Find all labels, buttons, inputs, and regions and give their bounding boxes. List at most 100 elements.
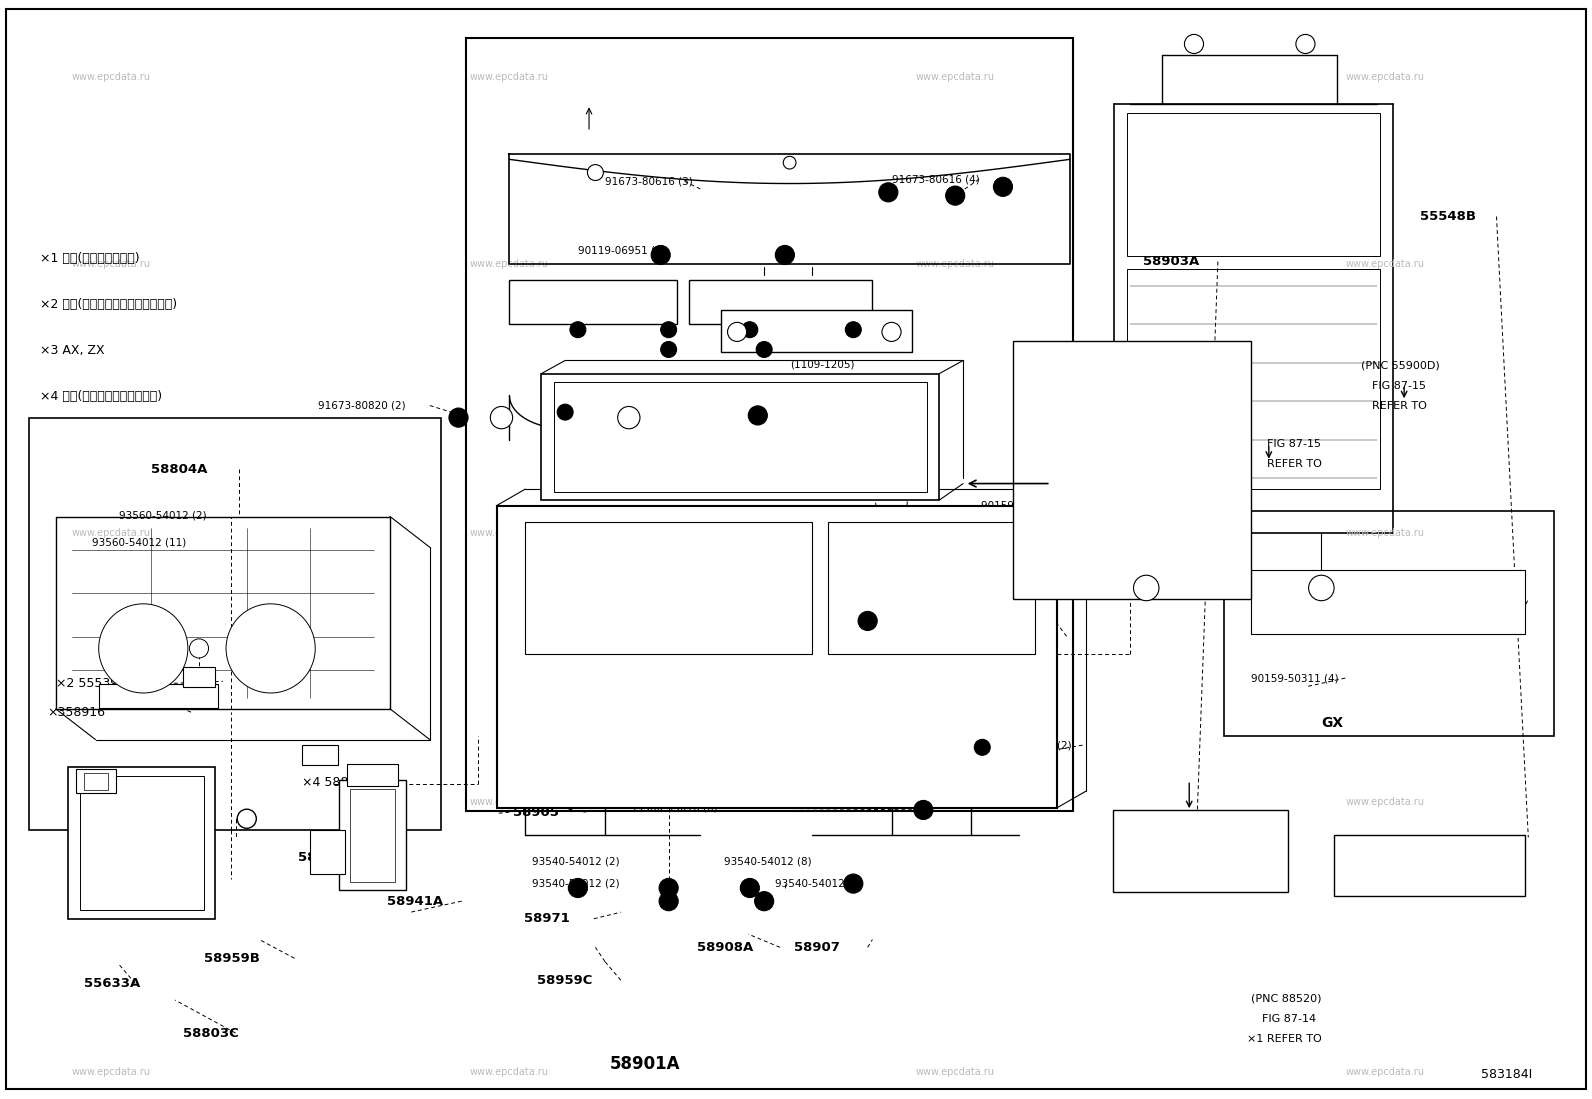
Text: www.epcdata.ru: www.epcdata.ru bbox=[72, 797, 151, 808]
Text: www.epcdata.ru: www.epcdata.ru bbox=[1345, 797, 1425, 808]
Bar bbox=[76, 769, 116, 793]
Text: REFER TO: REFER TO bbox=[1372, 400, 1426, 411]
Bar bbox=[1113, 810, 1288, 892]
Circle shape bbox=[618, 407, 640, 429]
Circle shape bbox=[1134, 575, 1159, 601]
Circle shape bbox=[858, 611, 877, 631]
Text: 58993: 58993 bbox=[989, 630, 1035, 643]
Text: 58993: 58993 bbox=[798, 334, 844, 347]
Text: 58971: 58971 bbox=[524, 912, 570, 925]
Bar bbox=[1224, 511, 1554, 736]
Circle shape bbox=[1309, 575, 1334, 601]
Text: 91673-80616 (4): 91673-80616 (4) bbox=[892, 174, 979, 185]
Text: 90159-50311 (2): 90159-50311 (2) bbox=[984, 740, 1071, 751]
Circle shape bbox=[226, 603, 315, 693]
Circle shape bbox=[661, 342, 677, 357]
Text: 58995A: 58995A bbox=[578, 408, 634, 421]
Text: ×358825A: ×358825A bbox=[818, 702, 895, 715]
Text: FIG 87-15: FIG 87-15 bbox=[987, 530, 1041, 541]
Circle shape bbox=[189, 639, 209, 658]
Text: ×358916: ×358916 bbox=[48, 706, 105, 719]
Circle shape bbox=[449, 408, 468, 428]
Text: 583184I: 583184I bbox=[1481, 1068, 1532, 1081]
Text: 93540-54012 (2): 93540-54012 (2) bbox=[532, 856, 619, 867]
Bar bbox=[1127, 269, 1380, 489]
Text: 58805C: 58805C bbox=[298, 851, 353, 864]
Circle shape bbox=[974, 740, 990, 755]
Text: www.epcdata.ru: www.epcdata.ru bbox=[72, 258, 151, 269]
Circle shape bbox=[755, 891, 774, 911]
Bar bbox=[1251, 570, 1525, 634]
Circle shape bbox=[651, 245, 670, 265]
Circle shape bbox=[879, 182, 898, 202]
Text: 55549C: 55549C bbox=[1372, 610, 1428, 623]
Text: ×1 有り(クールボックス): ×1 有り(クールボックス) bbox=[40, 252, 140, 265]
Circle shape bbox=[557, 404, 573, 420]
Text: ×1 REFER TO: ×1 REFER TO bbox=[1247, 1033, 1321, 1044]
Circle shape bbox=[783, 156, 796, 169]
Text: 93540-54012 (2): 93540-54012 (2) bbox=[532, 878, 619, 889]
Text: 58804A: 58804A bbox=[151, 463, 207, 476]
Bar bbox=[541, 374, 939, 500]
Text: www.epcdata.ru: www.epcdata.ru bbox=[470, 528, 549, 539]
Text: REFER TO: REFER TO bbox=[987, 548, 1041, 559]
Bar bbox=[689, 280, 872, 324]
Text: ×2 55539A: ×2 55539A bbox=[56, 677, 126, 690]
Circle shape bbox=[728, 322, 747, 342]
Text: www.epcdata.ru: www.epcdata.ru bbox=[470, 797, 549, 808]
Bar bbox=[525, 522, 812, 654]
Text: FIG 87-15: FIG 87-15 bbox=[1267, 439, 1321, 449]
Bar bbox=[497, 506, 1057, 808]
Text: 90119-08063 (2): 90119-08063 (2) bbox=[710, 423, 798, 434]
Text: 58908A: 58908A bbox=[697, 941, 753, 954]
Circle shape bbox=[1184, 34, 1204, 54]
Text: FIG 87-15: FIG 87-15 bbox=[1372, 380, 1426, 391]
Text: 93540-54012 (8): 93540-54012 (8) bbox=[724, 856, 812, 867]
Bar bbox=[99, 684, 218, 708]
Text: www.epcdata.ru: www.epcdata.ru bbox=[915, 258, 995, 269]
Text: www.epcdata.ru: www.epcdata.ru bbox=[915, 71, 995, 82]
Bar bbox=[68, 767, 215, 919]
Bar bbox=[509, 280, 677, 324]
Circle shape bbox=[845, 322, 861, 337]
Bar bbox=[302, 745, 338, 765]
Text: www.epcdata.ru: www.epcdata.ru bbox=[915, 797, 995, 808]
Text: 91673-80616 (3): 91673-80616 (3) bbox=[605, 176, 693, 187]
Text: 93560-54012 (2): 93560-54012 (2) bbox=[119, 510, 207, 521]
Text: 93560-54012 (11): 93560-54012 (11) bbox=[92, 537, 186, 548]
Text: (PNC 88520): (PNC 88520) bbox=[1251, 993, 1321, 1004]
Circle shape bbox=[993, 177, 1013, 197]
Text: 58905: 58905 bbox=[513, 806, 559, 819]
Bar bbox=[828, 522, 1035, 654]
Circle shape bbox=[775, 245, 794, 265]
Text: 91673-80820 (2): 91673-80820 (2) bbox=[318, 400, 406, 411]
Circle shape bbox=[570, 322, 586, 337]
Text: www.epcdata.ru: www.epcdata.ru bbox=[470, 258, 549, 269]
Text: www.epcdata.ru: www.epcdata.ru bbox=[470, 1066, 549, 1077]
Text: www.epcdata.ru: www.epcdata.ru bbox=[72, 528, 151, 539]
Bar bbox=[1013, 341, 1251, 599]
Bar bbox=[350, 789, 395, 882]
Bar bbox=[1334, 835, 1525, 896]
Bar bbox=[310, 830, 345, 874]
Text: 58803C: 58803C bbox=[183, 1026, 239, 1040]
Circle shape bbox=[587, 165, 603, 180]
Text: 58959C: 58959C bbox=[537, 974, 592, 987]
Circle shape bbox=[844, 874, 863, 893]
Circle shape bbox=[914, 800, 933, 820]
Circle shape bbox=[659, 891, 678, 911]
Bar bbox=[554, 382, 927, 492]
Text: ×4 58844: ×4 58844 bbox=[302, 776, 365, 789]
Text: www.epcdata.ru: www.epcdata.ru bbox=[915, 1066, 995, 1077]
Text: FIG 87-14: FIG 87-14 bbox=[1262, 1013, 1317, 1024]
Bar bbox=[339, 780, 406, 890]
Text: 58901A: 58901A bbox=[610, 1055, 680, 1073]
Text: 90159-50311 (2): 90159-50311 (2) bbox=[981, 500, 1068, 511]
Text: www.epcdata.ru: www.epcdata.ru bbox=[915, 528, 995, 539]
Circle shape bbox=[740, 878, 759, 898]
Circle shape bbox=[237, 809, 256, 829]
Text: www.epcdata.ru: www.epcdata.ru bbox=[1345, 71, 1425, 82]
Circle shape bbox=[748, 406, 767, 425]
Text: 90159-50311 (4): 90159-50311 (4) bbox=[1251, 673, 1339, 684]
Text: www.epcdata.ru: www.epcdata.ru bbox=[1345, 258, 1425, 269]
